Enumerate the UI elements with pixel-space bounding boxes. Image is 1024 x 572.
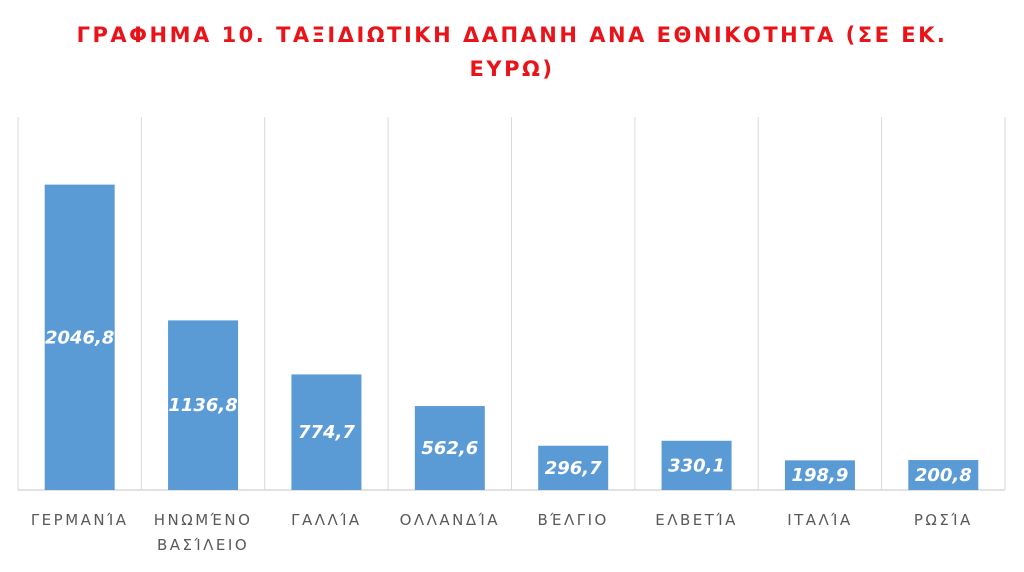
category-label: ΙΤΑΛΊΑ [787, 511, 853, 529]
category-label: ΒΑΣΊΛΕΙΟ [157, 536, 249, 554]
category-label: ΡΩΣΊΑ [914, 511, 973, 529]
bar [784, 460, 855, 490]
category-label: ΗΝΩΜΈΝΟ [154, 511, 253, 529]
bar [661, 440, 732, 490]
data-label: 774,7 [298, 422, 355, 443]
category-label: ΓΕΡΜΑΝΊΑ [31, 511, 129, 529]
data-label: 198,9 [791, 465, 848, 486]
bar [908, 460, 979, 490]
bar [538, 445, 609, 490]
bar [44, 184, 115, 491]
category-label: ΟΛΛΑΝΔΊΑ [400, 511, 500, 529]
data-label: 2046,8 [45, 327, 114, 348]
category-label: ΒΈΛΓΙΟ [538, 511, 609, 529]
category-label: ΓΑΛΛΊΑ [291, 511, 362, 529]
data-label: 200,8 [915, 465, 972, 486]
data-label: 330,1 [668, 455, 725, 476]
category-label: ΕΛΒΕΤΊΑ [655, 511, 738, 529]
data-label: 562,6 [421, 438, 478, 459]
chart-title: ΓΡΑΦΗΜΑ 10. ΤΑΞΙΔΙΩΤΙΚΗ ΔΑΠΑΝΗ ΑΝΑ ΕΘΝΙΚ… [76, 23, 948, 81]
bar [414, 406, 485, 490]
bar [168, 320, 239, 490]
bar [291, 374, 362, 490]
data-label: 1136,8 [168, 395, 237, 416]
data-label: 296,7 [545, 458, 602, 479]
